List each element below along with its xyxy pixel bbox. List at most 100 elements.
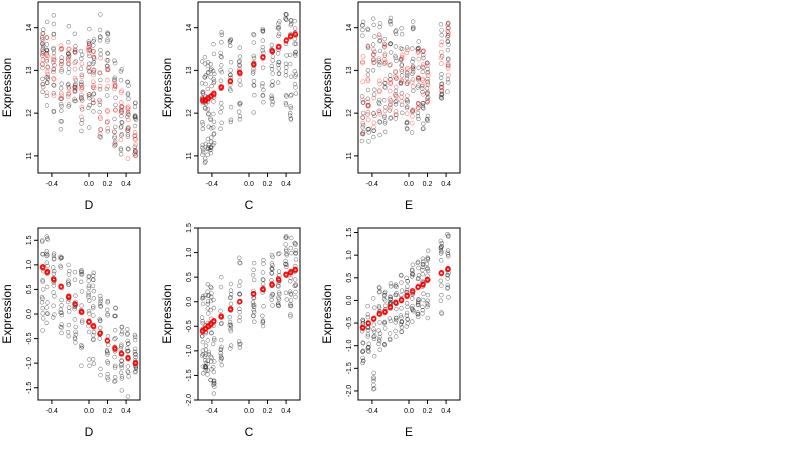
fitted-point (269, 282, 275, 288)
data-point (382, 115, 387, 120)
plot-frame (357, 1, 461, 174)
data-point (446, 57, 451, 62)
data-point (91, 59, 96, 65)
data-point (394, 58, 399, 64)
data-point (66, 104, 71, 109)
data-point (415, 85, 420, 90)
y-axis-title: Expression (160, 284, 174, 343)
fitted-point (410, 64, 416, 70)
data-point (200, 59, 205, 64)
data-point (97, 325, 103, 330)
data-point (203, 343, 209, 348)
fitted-point (410, 108, 415, 113)
data-point (376, 285, 382, 290)
data-point (251, 32, 257, 38)
data-point (237, 260, 242, 265)
fitted-point (438, 49, 444, 55)
data-point (394, 76, 399, 81)
fitted-point (218, 314, 224, 319)
data-point (211, 297, 216, 303)
data-point (45, 311, 50, 317)
data-point (58, 101, 64, 107)
data-point (200, 301, 206, 307)
fitted-point (86, 92, 92, 97)
data-point (393, 102, 399, 107)
data-point (40, 306, 45, 311)
data-point (371, 22, 376, 27)
data-point (86, 278, 91, 283)
data-point (425, 79, 430, 84)
data-point (382, 342, 387, 347)
data-point (72, 306, 77, 312)
fitted-point (276, 277, 282, 283)
data-point (205, 289, 210, 294)
fitted-point (112, 80, 118, 86)
fitted-point (438, 55, 444, 61)
fitted-point (79, 61, 85, 67)
data-point (283, 73, 288, 78)
fitted-point (44, 69, 50, 75)
data-point (200, 296, 205, 301)
data-point (376, 290, 382, 295)
y-tick-label: 0.5 (186, 272, 193, 282)
data-point (260, 81, 265, 86)
data-point (205, 361, 210, 367)
data-point (91, 91, 97, 96)
data-point (382, 97, 387, 103)
data-point (284, 17, 289, 22)
data-point (394, 291, 399, 296)
data-point (365, 332, 371, 337)
data-point (200, 142, 205, 148)
data-point (209, 294, 214, 299)
data-point (219, 101, 224, 106)
fitted-point (415, 285, 421, 291)
data-point (219, 63, 224, 68)
data-point (371, 387, 376, 392)
data-point (361, 358, 366, 363)
fitted-point (405, 65, 410, 71)
fitted-point (133, 149, 139, 155)
data-point (208, 117, 213, 123)
data-point (219, 356, 225, 361)
data-point (372, 305, 377, 310)
data-point (276, 290, 282, 295)
data-point (212, 381, 217, 386)
data-point (113, 336, 118, 341)
fitted-point (260, 54, 266, 60)
fitted-point (105, 66, 111, 72)
data-point (425, 268, 431, 274)
fitted-point (72, 49, 78, 55)
data-point (360, 349, 365, 354)
fitted-point (97, 99, 103, 105)
fitted-point (58, 43, 64, 48)
data-point (119, 362, 124, 367)
fitted-point (51, 76, 56, 81)
data-point (126, 96, 131, 101)
data-point (360, 348, 366, 353)
data-point (399, 73, 405, 78)
data-point (91, 43, 96, 48)
data-point (59, 81, 64, 86)
data-point (420, 272, 425, 277)
data-point (425, 60, 430, 66)
fitted-point (420, 62, 426, 68)
fitted-point (112, 83, 118, 88)
y-tick-label: 1.5 (26, 235, 33, 245)
y-tick-label: -1.5 (26, 382, 33, 394)
data-point (275, 51, 281, 56)
data-point (371, 327, 376, 332)
data-point (398, 313, 404, 318)
data-point (203, 141, 208, 147)
data-point (112, 354, 117, 360)
fitted-point (45, 269, 50, 275)
data-point (277, 31, 282, 36)
data-point (383, 303, 388, 308)
data-point (383, 119, 388, 124)
data-point (372, 113, 377, 119)
fitted-point (91, 322, 97, 328)
data-point (276, 66, 281, 71)
data-point (51, 256, 57, 261)
data-point (66, 272, 72, 277)
fitted-point (288, 33, 294, 39)
data-point (261, 87, 266, 93)
